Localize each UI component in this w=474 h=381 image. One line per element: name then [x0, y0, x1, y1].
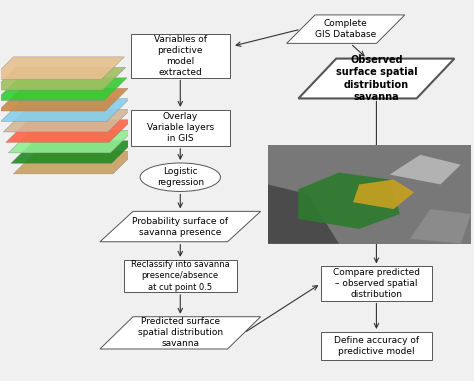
- FancyBboxPatch shape: [321, 332, 432, 360]
- Polygon shape: [100, 211, 261, 242]
- Text: Overlay
Variable layers
in GIS: Overlay Variable layers in GIS: [147, 112, 214, 144]
- Polygon shape: [299, 59, 455, 98]
- Polygon shape: [287, 15, 405, 43]
- FancyBboxPatch shape: [321, 266, 432, 301]
- Ellipse shape: [140, 163, 220, 191]
- Text: Define accuracy of
predictive model: Define accuracy of predictive model: [334, 336, 419, 356]
- Text: Variables of
predictive
model
extracted: Variables of predictive model extracted: [154, 35, 207, 77]
- FancyBboxPatch shape: [131, 34, 230, 78]
- Text: Complete
GIS Database: Complete GIS Database: [315, 19, 376, 39]
- Polygon shape: [100, 317, 261, 349]
- Text: Probability surface of
savanna presence: Probability surface of savanna presence: [132, 216, 228, 237]
- Text: Reclassify into savanna
presence/absence
at cut point 0.5: Reclassify into savanna presence/absence…: [131, 260, 230, 291]
- Text: Predicted surface
spatial distribution
savanna: Predicted surface spatial distribution s…: [138, 317, 223, 349]
- FancyBboxPatch shape: [124, 260, 237, 292]
- Text: Observed
surface spatial
distribution
savanna: Observed surface spatial distribution sa…: [336, 55, 417, 102]
- FancyBboxPatch shape: [131, 110, 230, 146]
- Text: Compare predicted
– observed spatial
distribution: Compare predicted – observed spatial dis…: [333, 268, 420, 299]
- Text: Logistic
regression: Logistic regression: [157, 167, 204, 187]
